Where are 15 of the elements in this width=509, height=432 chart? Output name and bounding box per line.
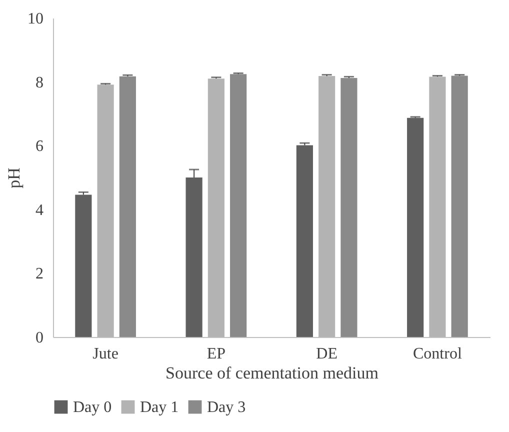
y-tick-label: 8	[36, 74, 44, 92]
y-tick-label: 4	[36, 202, 44, 219]
legend-label: Day 1	[140, 399, 179, 416]
legend-label: Day 0	[73, 399, 112, 416]
x-tick-label: Jute	[92, 346, 118, 362]
x-tick-label: EP	[206, 346, 226, 362]
x-axis-title: Source of cementation medium	[166, 364, 378, 382]
x-tick-label: Control	[413, 346, 462, 362]
legend-label: Day 3	[207, 399, 246, 416]
y-tick-label: 2	[36, 266, 44, 283]
y-axis-title: pH	[4, 168, 24, 188]
y-tick-label: 10	[28, 10, 44, 28]
y-tick-label: 0	[36, 330, 44, 346]
y-tick-label: 6	[36, 138, 44, 156]
x-tick-label: DE	[316, 346, 338, 362]
